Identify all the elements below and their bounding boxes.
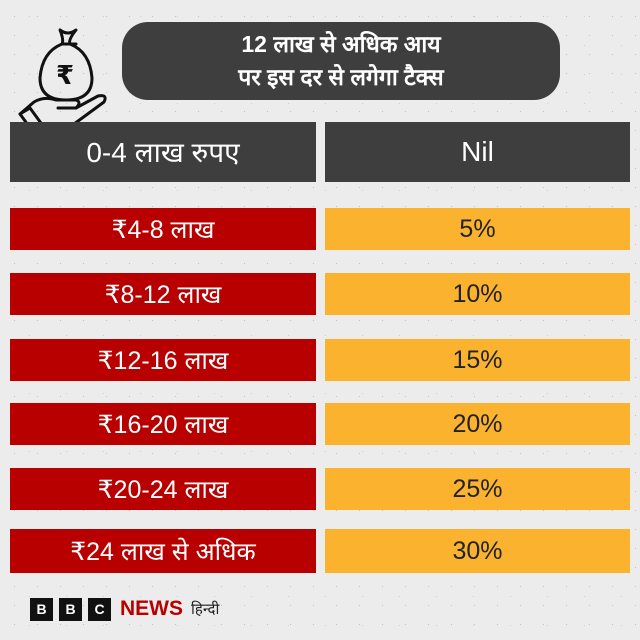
page-title: 12 लाख से अधिक आय पर इस दर से लगेगा टैक्… [122,22,560,100]
header-range: 0-4 लाख रुपए [10,122,316,182]
row-range: ₹20-24 लाख [10,468,316,510]
row-rate: 5% [325,208,630,250]
row-rate: 20% [325,403,630,445]
row-range: ₹24 लाख से अधिक [10,529,316,573]
row-rate: 10% [325,273,630,315]
bbc-news-hindi-logo: B B C NEWS हिन्दी [30,597,219,621]
header-rate: Nil [325,122,630,182]
title-line-2: पर इस दर से लगेगा टैक्स [238,64,444,90]
logo-news: NEWS [120,597,183,620]
money-bag-hand-rupee-icon: ₹ [18,28,107,138]
row-rate: 15% [325,339,630,381]
logo-block-c: C [88,597,111,621]
row-range: ₹4-8 लाख [10,208,316,250]
row-range: ₹8-12 लाख [10,273,316,315]
row-rate: 30% [325,529,630,573]
logo-block-b2: B [59,597,82,621]
row-range: ₹12-16 लाख [10,339,316,381]
row-range: ₹16-20 लाख [10,403,316,445]
svg-text:₹: ₹ [56,61,74,91]
logo-block-b1: B [30,597,53,621]
logo-language: हिन्दी [191,601,220,618]
title-line-1: 12 लाख से अधिक आय [241,31,441,57]
row-rate: 25% [325,468,630,510]
